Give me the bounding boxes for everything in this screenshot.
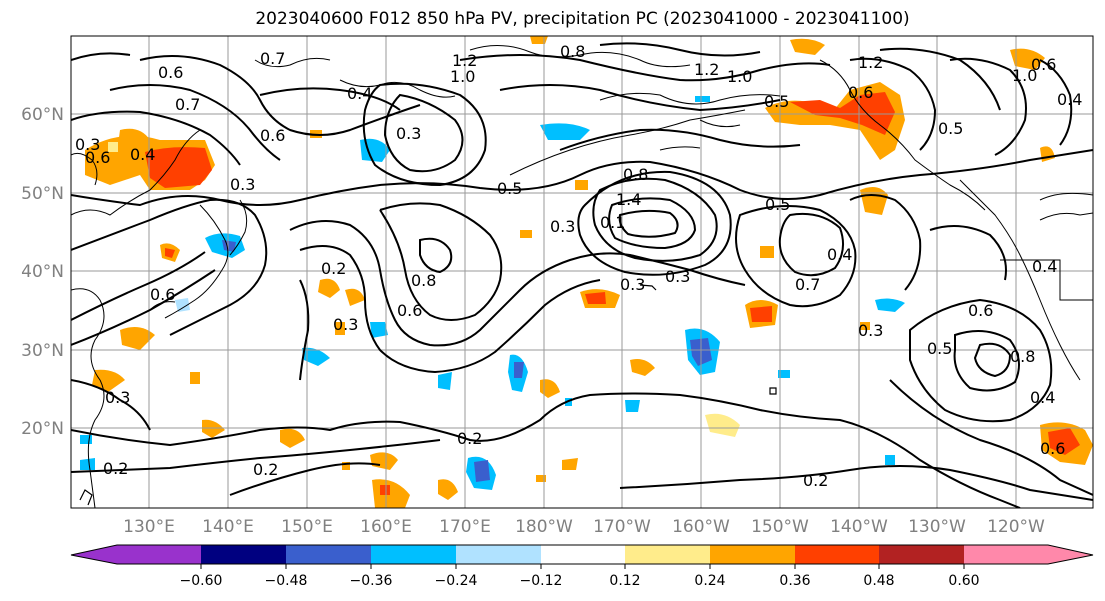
- contour-label: 0.8: [560, 42, 585, 61]
- coastlines: [71, 45, 1093, 508]
- lon-label-180w: 180°W: [515, 517, 573, 537]
- colorbar-segment-8: [795, 545, 879, 564]
- contour-label: 1.0: [727, 67, 752, 86]
- contour-label: 0.5: [764, 92, 789, 111]
- contour-label: 0.3: [858, 321, 883, 340]
- contour-label: 0.6: [1040, 439, 1065, 458]
- lon-label-150w: 150°W: [751, 517, 809, 537]
- contour-label: 0.4: [1032, 257, 1057, 276]
- contour-label: 0.2: [321, 259, 346, 278]
- contour-label: 0.6: [85, 148, 110, 167]
- contour-label: 1.0: [1012, 66, 1037, 85]
- colorbar-tick-1: −0.48: [265, 573, 308, 589]
- lat-label-40: 40°N: [21, 262, 64, 282]
- contour-label: 0.3: [396, 124, 421, 143]
- contour-label: 0.3: [665, 267, 690, 286]
- contour-label: 0.6: [158, 63, 183, 82]
- contour-label: 0.4: [347, 84, 372, 103]
- colorbar-segment-9: [879, 545, 964, 564]
- contour-label: 0.2: [103, 459, 128, 478]
- colorbar-segment-10: [964, 545, 1093, 564]
- pv-contours: [71, 42, 1093, 508]
- contour-label: 0.3: [550, 217, 575, 236]
- colorbar-tick-4: −0.12: [520, 573, 563, 589]
- contour-label: 0.6: [848, 83, 873, 102]
- colorbar-segment-2: [286, 545, 371, 564]
- contour-label: 0.4: [827, 245, 852, 264]
- lon-label-160w: 160°W: [672, 517, 730, 537]
- contour-label: 0.4: [1030, 388, 1055, 407]
- contour-label: 0.3: [333, 315, 358, 334]
- plot-border: [70, 35, 1094, 509]
- lat-label-30: 30°N: [21, 341, 64, 361]
- lon-label-170e: 170°E: [439, 517, 491, 537]
- colorbar-tick-6: 0.24: [694, 573, 725, 589]
- contour-label: 0.8: [411, 271, 436, 290]
- colorbar-tick-2: −0.36: [350, 573, 393, 589]
- contour-label: 0.3: [75, 135, 100, 154]
- lon-label-150e: 150°E: [281, 517, 333, 537]
- colorbar-segment-6: [625, 545, 710, 564]
- contour-label: 0.5: [927, 339, 952, 358]
- contour-label: 0.7: [260, 49, 285, 68]
- contour-label: 0.5: [938, 119, 963, 138]
- contour-label: 0.2: [253, 460, 278, 479]
- contour-label: 0.3: [230, 175, 255, 194]
- plot-area: [71, 36, 1093, 508]
- contour-label: 0.1: [600, 213, 625, 232]
- colorbar-segment-0: [71, 545, 201, 564]
- colorbar-tick-9: 0.60: [948, 573, 979, 589]
- colorbar-tick-3: −0.24: [435, 573, 478, 589]
- colorbar-tick-5: 0.12: [609, 573, 640, 589]
- colorbar-tick-0: −0.60: [180, 573, 223, 589]
- lon-label-130e: 130°E: [123, 517, 175, 537]
- latitude-labels: 20°N 30°N 40°N 50°N 60°N: [21, 105, 64, 439]
- contour-label: 0.5: [497, 179, 522, 198]
- contour-label: 0.2: [803, 471, 828, 490]
- contour-label: 0.6: [260, 126, 285, 145]
- contour-label: 1.0: [450, 67, 475, 86]
- contour-label: 0.8: [1010, 347, 1035, 366]
- contour-label: 0.4: [130, 145, 155, 164]
- contour-label: 1.2: [694, 60, 719, 79]
- lon-label-120w: 120°W: [987, 517, 1045, 537]
- contour-label: 0.6: [397, 301, 422, 320]
- contour-label: 0.5: [765, 195, 790, 214]
- contour-labels: 0.6 0.7 0.4 0.6 1.2 1.0 0.8 1.2 1.0 1.2 …: [75, 42, 1082, 490]
- colorbar-segment-4: [456, 545, 541, 564]
- colorbar-tick-8: 0.48: [863, 573, 894, 589]
- colorbar-segment-7: [710, 545, 795, 564]
- colorbar-segment-3: [371, 545, 456, 564]
- lon-label-140w: 140°W: [830, 517, 888, 537]
- contour-label: 0.7: [795, 275, 820, 294]
- contour-label: 1.2: [858, 53, 883, 72]
- contour-label: 0.3: [620, 275, 645, 294]
- contour-label: 1.2: [452, 51, 477, 70]
- lat-label-20: 20°N: [21, 419, 64, 439]
- contour-label: 0.4: [1057, 90, 1082, 109]
- colorbar-outline: [70, 544, 1094, 565]
- lon-label-160e: 160°E: [360, 517, 412, 537]
- contour-label: 0.6: [1031, 55, 1056, 74]
- contour-label: 1.4: [616, 190, 641, 209]
- lon-label-130w: 130°W: [908, 517, 966, 537]
- contour-label: 0.2: [457, 429, 482, 448]
- longitude-labels: 130°E 140°E 150°E 160°E 170°E 180°W 170°…: [123, 517, 1045, 537]
- contour-label: 0.3: [105, 388, 130, 407]
- contour-label: 0.6: [968, 301, 993, 320]
- contour-label: 0.8: [623, 165, 648, 184]
- map-title: 2023040600 F012 850 hPa PV, precipitatio…: [255, 9, 910, 29]
- lon-label-170w: 170°W: [593, 517, 651, 537]
- pv-contours-thin: [79, 284, 777, 506]
- colorbar: −0.60 −0.48 −0.36 −0.24 −0.12 0.12 0.24 …: [70, 544, 1094, 589]
- contour-label: 0.7: [175, 95, 200, 114]
- colorbar-tick-7: 0.36: [779, 573, 810, 589]
- lon-label-140e: 140°E: [202, 517, 254, 537]
- contour-label: 0.6: [150, 285, 175, 304]
- lat-label-60: 60°N: [21, 105, 64, 125]
- colorbar-segment-1: [201, 545, 286, 564]
- lat-label-50: 50°N: [21, 184, 64, 204]
- colorbar-segment-5: [541, 545, 625, 564]
